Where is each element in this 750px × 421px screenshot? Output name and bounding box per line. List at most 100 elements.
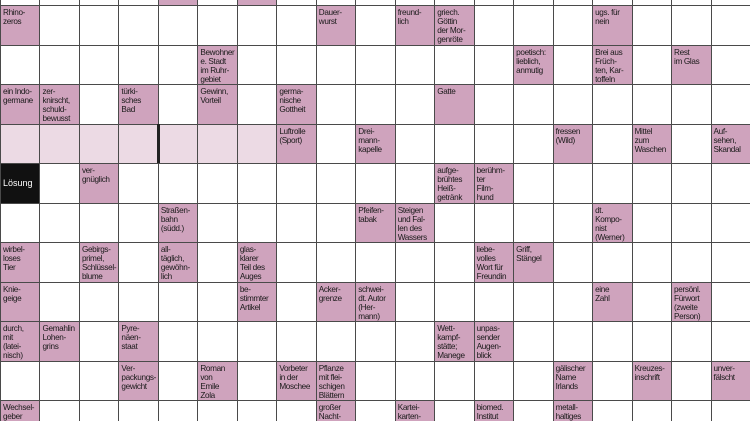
grid-cell (473, 84, 515, 125)
grid-cell (197, 202, 238, 243)
grid-cell (394, 123, 436, 164)
grid-cell (276, 281, 317, 322)
grid-cell (394, 84, 436, 125)
clue-cell: zer- knirscht, schuld- bewusst (39, 84, 80, 125)
grid-cell (315, 242, 357, 283)
grid-cell (671, 5, 712, 46)
grid-cell (157, 400, 199, 421)
grid-cell (157, 163, 199, 204)
clue-cell: Ver- packungs- gewicht (118, 360, 159, 401)
grid-cell (197, 242, 238, 283)
grid-cell (434, 202, 475, 243)
grid-cell (276, 321, 317, 362)
grid-cell (434, 281, 475, 322)
grid-cell (78, 84, 120, 125)
grid-cell (118, 281, 159, 322)
grid-cell (157, 5, 199, 46)
clue-cell: Kreuzes- inschrift (631, 360, 673, 401)
grid-cell (394, 321, 436, 362)
clue-cell: aufge- brühtes Heiß- getränk (434, 163, 475, 204)
grid-cell (592, 360, 633, 401)
grid-cell (276, 44, 317, 85)
grid-cell (276, 242, 317, 283)
grid-cell (631, 5, 673, 46)
clue-cell: ver- gnüglich (78, 163, 120, 204)
grid-cell (39, 5, 80, 46)
grid-cell (315, 44, 357, 85)
clue-cell: Bewohner e. Stadt im Ruhr- gebiet (197, 44, 238, 85)
grid-cell (118, 123, 159, 164)
grid-cell (315, 321, 357, 362)
grid-cell (197, 5, 238, 46)
grid-cell (0, 123, 41, 164)
clue-cell: Mittel zum Waschen (631, 123, 673, 164)
grid-cell (39, 44, 80, 85)
grid-cell (592, 84, 633, 125)
grid-cell (552, 321, 594, 362)
grid-cell (473, 281, 515, 322)
clue-cell: Kartei- karten- kasten (394, 400, 436, 421)
grid-cell (434, 123, 475, 164)
grid-cell (671, 321, 712, 362)
grid-cell (710, 163, 750, 204)
grid-cell (513, 123, 554, 164)
grid-cell (39, 360, 80, 401)
clue-cell: Auf- sehen, Skandal (710, 123, 750, 164)
clue-cell: Gatte (434, 84, 475, 125)
grid-cell (0, 202, 41, 243)
grid-cell (592, 123, 633, 164)
clue-cell: eine Zahl (592, 281, 633, 322)
grid-cell (552, 44, 594, 85)
clue-cell: Gewinn, Vorteil (197, 84, 238, 125)
grid-cell (315, 163, 357, 204)
clue-cell: Griff, Stängel (513, 242, 554, 283)
clue-cell: liebe- volles Wort für Freundin (473, 242, 515, 283)
clue-cell: Vorbeter in der Moschee (276, 360, 317, 401)
clue-cell: Acker- grenze (315, 281, 357, 322)
clue-cell: glas- klarer Teil des Auges (236, 242, 278, 283)
grid-cell (473, 202, 515, 243)
clue-cell: Luftrolle (Sport) (276, 123, 317, 164)
grid-cell (552, 242, 594, 283)
grid-cell (394, 44, 436, 85)
clue-cell: wirbel- loses Tier (0, 242, 41, 283)
grid-cell (552, 84, 594, 125)
grid-cell (671, 400, 712, 421)
grid-cell (236, 360, 278, 401)
grid-cell (434, 360, 475, 401)
grid-cell (39, 202, 80, 243)
clue-cell: be- stimmter Artikel (236, 281, 278, 322)
clue-cell: dt. Kompo- nist (Werner) (592, 202, 633, 243)
grid-cell (394, 281, 436, 322)
grid-cell (157, 44, 199, 85)
grid-cell (236, 163, 278, 204)
grid-cell (394, 242, 436, 283)
clue-cell: Pflanze mit flei- schigen Blättern (315, 360, 357, 401)
grid-cell (355, 163, 396, 204)
clue-cell: Dauer- wurst (315, 5, 357, 46)
grid-cell (434, 400, 475, 421)
grid-cell (513, 5, 554, 46)
grid-cell (315, 202, 357, 243)
clue-cell: fressen (Wild) (552, 123, 594, 164)
grid-cell (355, 360, 396, 401)
clue-cell: biomed. Institut (473, 400, 515, 421)
grid-cell (394, 163, 436, 204)
grid-cell (276, 5, 317, 46)
clue-cell: persönl. Fürwort (zweite Person) (671, 281, 712, 322)
grid-cell (631, 321, 673, 362)
grid-cell (710, 400, 750, 421)
grid-cell (631, 202, 673, 243)
clue-cell: gälischer Name Irlands (552, 360, 594, 401)
grid-cell (513, 163, 554, 204)
grid-cell (236, 44, 278, 85)
clue-cell: Gemahlin Lohen- grins (39, 321, 80, 362)
grid-cell (118, 400, 159, 421)
clue-cell: Gebirgs- primel, Schlüssel- blume (78, 242, 120, 283)
grid-cell (276, 400, 317, 421)
grid-cell (671, 163, 712, 204)
grid-cell (592, 400, 633, 421)
grid-cell (118, 5, 159, 46)
clue-cell: schwei- dt. Autor (Her- mann) (355, 281, 396, 322)
